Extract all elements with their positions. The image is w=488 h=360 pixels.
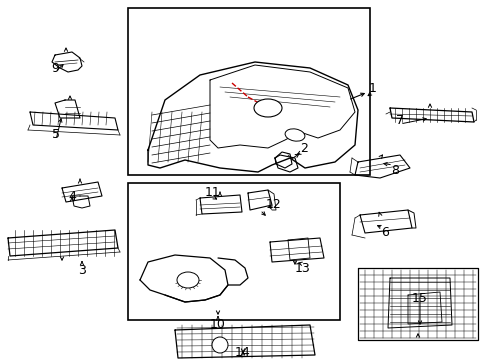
Circle shape xyxy=(212,337,227,353)
Text: 3: 3 xyxy=(78,264,86,276)
Text: 10: 10 xyxy=(210,319,225,332)
Bar xyxy=(128,183,339,320)
Text: 6: 6 xyxy=(380,226,388,239)
Text: 15: 15 xyxy=(411,292,427,305)
Ellipse shape xyxy=(285,129,305,141)
Text: 13: 13 xyxy=(295,261,310,274)
Text: 8: 8 xyxy=(390,163,398,176)
Text: 5: 5 xyxy=(52,129,60,141)
Text: 2: 2 xyxy=(300,141,307,154)
Text: 14: 14 xyxy=(235,346,250,359)
Text: 12: 12 xyxy=(265,198,281,211)
Text: 1: 1 xyxy=(368,81,376,94)
Ellipse shape xyxy=(253,99,282,117)
Bar xyxy=(128,8,369,175)
Ellipse shape xyxy=(177,272,199,288)
Text: 11: 11 xyxy=(204,185,221,198)
Text: 4: 4 xyxy=(68,189,76,202)
Text: 9: 9 xyxy=(51,62,59,75)
Text: 7: 7 xyxy=(395,113,403,126)
